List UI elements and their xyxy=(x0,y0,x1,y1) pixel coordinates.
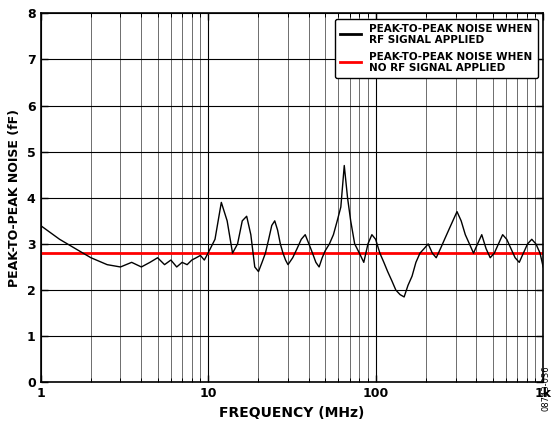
Legend: PEAK-TO-PEAK NOISE WHEN
RF SIGNAL APPLIED, PEAK-TO-PEAK NOISE WHEN
NO RF SIGNAL : PEAK-TO-PEAK NOISE WHEN RF SIGNAL APPLIE… xyxy=(335,18,538,78)
X-axis label: FREQUENCY (MHz): FREQUENCY (MHz) xyxy=(219,406,365,420)
Text: 08743-036: 08743-036 xyxy=(542,365,550,411)
Y-axis label: PEAK-TO-PEAK NOISE (fF): PEAK-TO-PEAK NOISE (fF) xyxy=(8,109,21,287)
